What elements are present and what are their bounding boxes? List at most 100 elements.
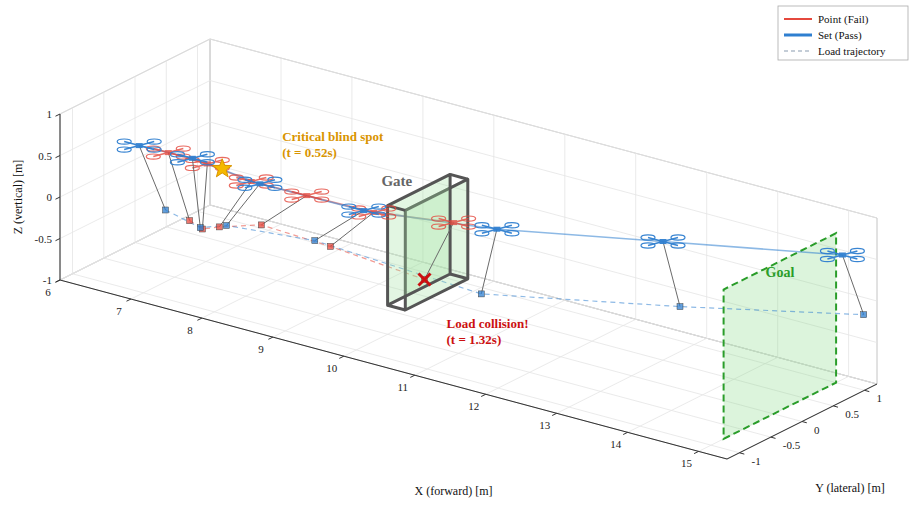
drone-body [450, 220, 457, 225]
grid-line [60, 122, 210, 197]
drone-arm [349, 207, 379, 215]
load [861, 312, 867, 318]
cable [425, 223, 454, 280]
gate-edge [388, 305, 406, 310]
drone-rotor [200, 160, 214, 165]
grid [60, 39, 877, 453]
drone-arm [177, 154, 207, 162]
drone-arm [124, 142, 154, 150]
load [197, 225, 203, 231]
drone-rotor [147, 147, 161, 152]
drone-arm [236, 178, 266, 186]
annotation-text: Critical blind spot [282, 129, 384, 144]
drone [117, 139, 161, 152]
cable [330, 212, 373, 246]
drone-arm [349, 207, 379, 215]
drone-arm [359, 208, 389, 216]
y-tick [771, 437, 776, 438]
drone-rotor [268, 185, 282, 190]
cable [139, 146, 165, 210]
y-tick [802, 422, 807, 423]
drone-rotor [671, 243, 685, 248]
x-tick-label: 14 [610, 438, 622, 450]
load [216, 224, 222, 230]
drone [820, 248, 864, 261]
z-tick [56, 197, 61, 199]
z-tick [56, 280, 61, 282]
gate-face [388, 174, 451, 305]
cable [261, 196, 306, 225]
drone-rotor [342, 212, 356, 217]
load [187, 218, 193, 224]
load [163, 207, 169, 213]
drone-rotor [671, 235, 685, 240]
drone-arm [359, 208, 389, 216]
annotation-text: (t = 0.52s) [282, 145, 337, 160]
drone-arm [177, 154, 207, 162]
y-tick [833, 406, 838, 407]
drone-rotor [850, 248, 864, 253]
grid-line [60, 205, 210, 280]
x-tick-label: 6 [45, 286, 51, 298]
drone-body [189, 156, 196, 161]
gate-edge [450, 174, 468, 179]
drone-rotor [285, 197, 299, 202]
goal-plane [724, 233, 837, 439]
drone-rotor [117, 147, 131, 152]
tick-labels: 6789101112131415-1-0.500.51-1-0.500.51 [35, 108, 882, 469]
y-axis-title: Y (lateral) [m] [815, 481, 885, 495]
grid-line [60, 81, 210, 156]
drone-rotor [147, 139, 161, 144]
drone-rotor [117, 139, 131, 144]
y-tick [865, 390, 870, 391]
x-tick [268, 337, 273, 339]
x-tick-label: 8 [187, 324, 193, 336]
drone-rotor [146, 154, 160, 159]
drone-arm [827, 251, 857, 259]
annotation-text: (t = 1.32s) [447, 332, 502, 347]
x-tick-label: 13 [539, 419, 551, 431]
drone-arm [648, 238, 678, 246]
x-tick [481, 394, 486, 396]
legend-swatch [784, 18, 812, 20]
legend: Point (Fail)Set (Pass)Load trajectory [778, 6, 908, 60]
load [478, 291, 484, 297]
drone-arm [439, 219, 469, 227]
drone-rotor [641, 235, 655, 240]
cable [842, 255, 863, 315]
cable [219, 182, 251, 227]
x-tick [410, 375, 415, 377]
drone-rotor [475, 223, 489, 228]
drone-arm [292, 192, 322, 200]
drone [170, 152, 214, 165]
gate [388, 174, 468, 310]
legend-label: Point (Fail) [818, 13, 869, 26]
gate-label: Gate [381, 173, 412, 189]
annotations: Critical blind spot(t = 0.52s)Load colli… [282, 129, 794, 347]
drone-rotor [342, 204, 356, 209]
drone-body [839, 253, 846, 258]
drone-rotor [170, 160, 184, 165]
drone-arm [245, 180, 275, 188]
drone-body [303, 193, 310, 198]
drone [432, 216, 476, 229]
x-stroke [419, 274, 431, 286]
gate-edge [450, 274, 468, 279]
legend-label: Set (Pass) [818, 29, 862, 42]
x-marker [419, 274, 431, 286]
x-tick [56, 280, 61, 282]
y-tick [740, 453, 745, 454]
x-axis-line [60, 280, 727, 459]
grid-line [60, 39, 210, 114]
drone-body [256, 181, 263, 186]
x-tick-label: 7 [116, 305, 122, 317]
drone-arm [439, 219, 469, 227]
z-tick [56, 114, 61, 116]
load-trajectory [166, 210, 864, 315]
drone-arm [245, 180, 275, 188]
drone-rotor [462, 224, 476, 229]
z-tick-label: 0 [47, 191, 53, 203]
x-tick [623, 432, 628, 434]
drone [146, 146, 190, 159]
x-tick [127, 299, 132, 301]
